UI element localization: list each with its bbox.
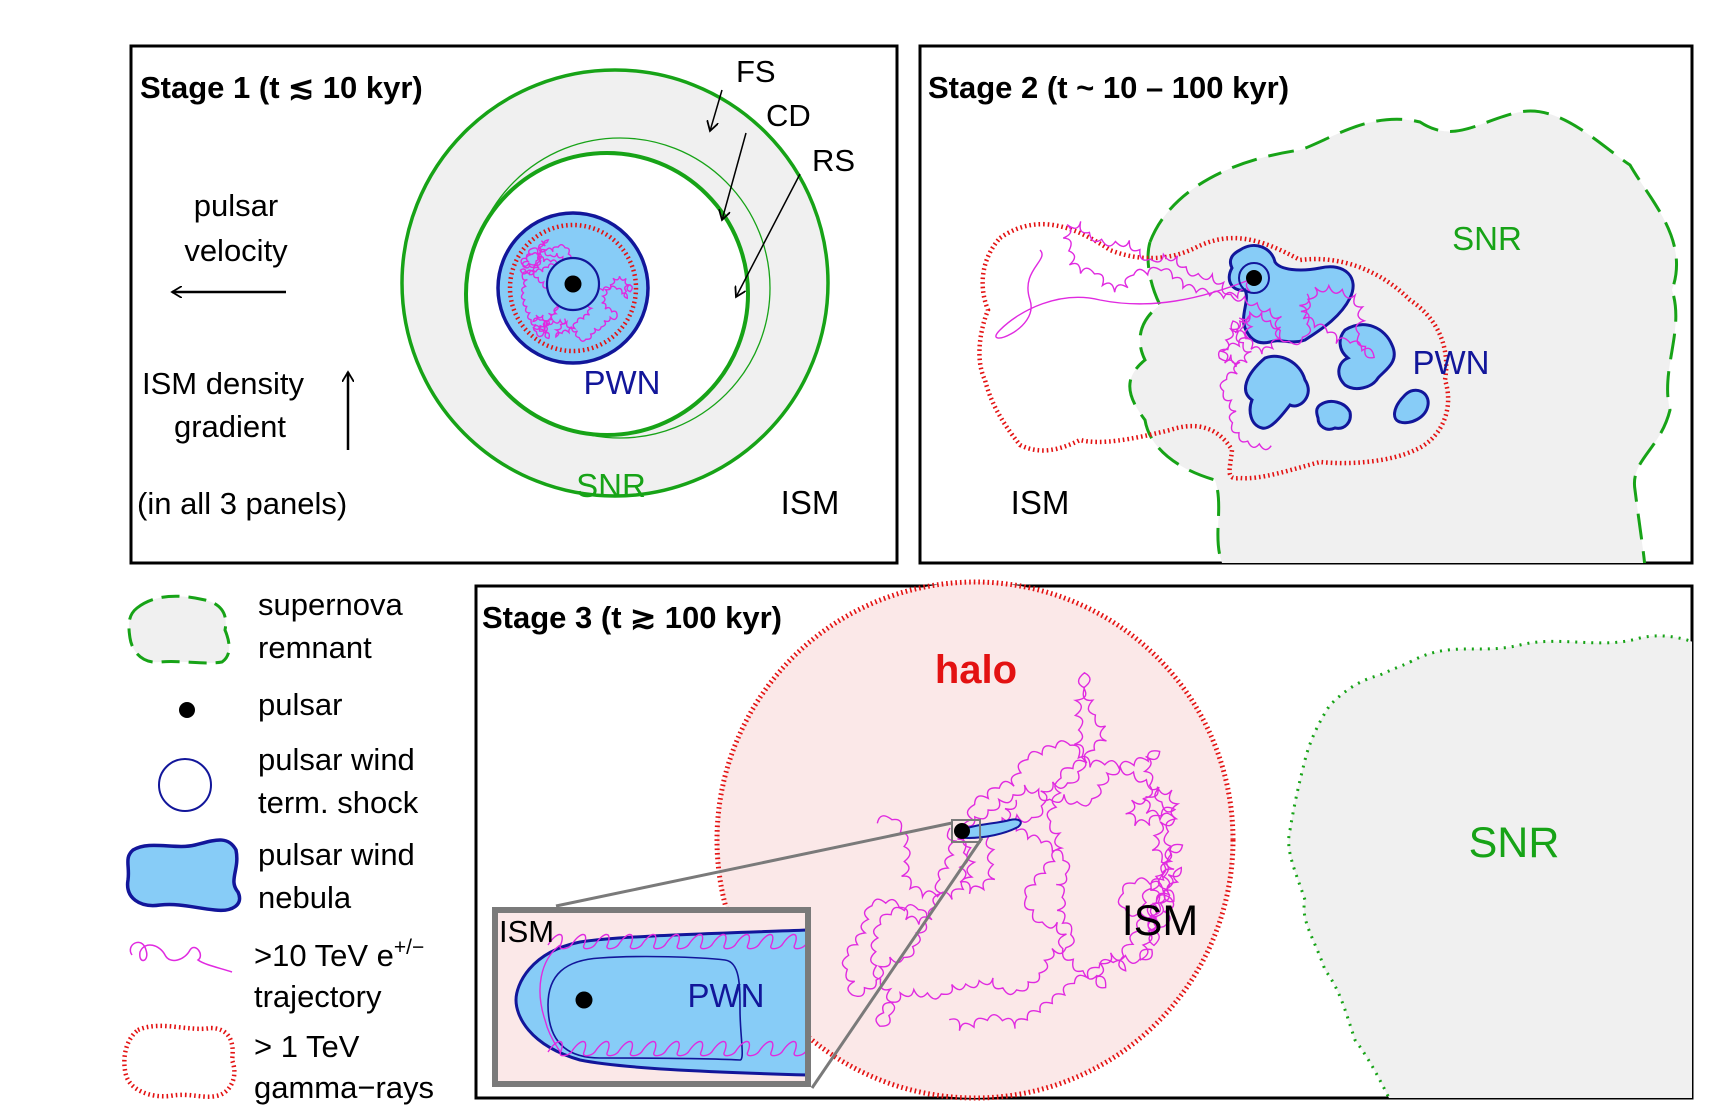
zoom-inset: ISM PWN [492, 907, 811, 1087]
legend-pulsar-icon [179, 702, 195, 718]
pulsar-dot [954, 823, 970, 839]
legend-gamma-line1: > 1 TeV [254, 1029, 360, 1064]
pulsar-dot [575, 991, 593, 1009]
cd-arrow [722, 132, 747, 220]
pwn-label: PWN [584, 364, 661, 401]
legend: supernova remnant pulsar pulsar wind ter… [122, 587, 434, 1105]
zoom-box [951, 819, 981, 843]
snr-label: SNR [1469, 819, 1560, 867]
legend-electron-line2: trajectory [254, 979, 382, 1014]
panel-1-title: Stage 1 (t ≲ 10 kyr) [140, 70, 423, 105]
panel-2-title: Stage 2 (t ~ 10 – 100 kyr) [928, 70, 1289, 105]
snr-label: SNR [1452, 220, 1522, 257]
all-panels-note: (in all 3 panels) [137, 486, 347, 521]
legend-snr-line2: remnant [258, 630, 372, 665]
pwn-blob-small [1315, 400, 1352, 431]
snr-label: SNR [576, 467, 646, 504]
inset-frame [492, 907, 811, 1087]
legend-electron-line1: >10 TeV e+/− [254, 936, 424, 973]
electron-trajectory [841, 671, 1184, 1031]
electron-trajectory [539, 933, 806, 1057]
legend-pulsar-label: pulsar [258, 687, 342, 722]
velocity-label-line2: velocity [184, 233, 288, 268]
rs-arrow [736, 173, 801, 297]
panel-3-title: Stage 3 (t ≳ 100 kyr) [482, 600, 782, 635]
electron-trajectory [995, 221, 1376, 451]
legend-gamma-icon [122, 1023, 237, 1099]
ism-label: ISM [1011, 484, 1070, 521]
cd-label: CD [766, 98, 811, 133]
zoom-line-top [555, 821, 953, 908]
legend-snr-icon [127, 594, 231, 665]
legend-shock-line2: term. shock [258, 785, 419, 820]
legend-pwn-line1: pulsar wind [258, 837, 415, 872]
fs-label: FS [736, 54, 776, 89]
electron-trajectory [519, 238, 633, 342]
inset-ism-label: ISM [499, 914, 554, 949]
legend-snr-line1: supernova [258, 587, 404, 622]
legend-pwn-line2: nebula [258, 880, 352, 915]
legend-electron-icon [129, 941, 233, 973]
fs-arrow [710, 89, 723, 131]
gamma-ray-ring [507, 222, 639, 354]
density-label-line1: ISM density [142, 366, 304, 401]
snr-region [1287, 634, 1692, 1098]
inset-termination-shock [547, 955, 743, 1061]
zoom-line-bottom [810, 837, 984, 1089]
density-label-line2: gradient [174, 409, 286, 444]
halo-label: halo [935, 648, 1017, 692]
legend-shock-icon [158, 758, 212, 812]
panel-stage-2: Stage 2 (t ~ 10 – 100 kyr) SNR PWN ISM [918, 44, 1694, 565]
legend-pwn-icon [125, 838, 242, 913]
legend-gamma-line2: gamma−rays [254, 1070, 434, 1105]
pulsar-dot [564, 275, 582, 293]
ism-label: ISM [781, 484, 840, 521]
pulsar-dot [1246, 270, 1262, 286]
ism-label: ISM [1122, 897, 1198, 945]
pwn-blob-right [1393, 388, 1430, 425]
inset-pwn-label: PWN [688, 977, 765, 1014]
panel-stage-3: ISM PWN Stage 3 (t ≳ 100 kyr) halo ISM S… [474, 579, 1694, 1101]
rs-label: RS [812, 143, 855, 178]
pwn-label: PWN [1413, 344, 1490, 381]
pwn-blob-lower-left [1244, 354, 1310, 430]
velocity-label-line1: pulsar [194, 188, 278, 223]
legend-shock-line1: pulsar wind [258, 742, 415, 777]
termination-shock [1238, 262, 1270, 294]
panel-stage-1: Stage 1 (t ≲ 10 kyr) FS CD RS pulsar vel… [129, 44, 899, 565]
